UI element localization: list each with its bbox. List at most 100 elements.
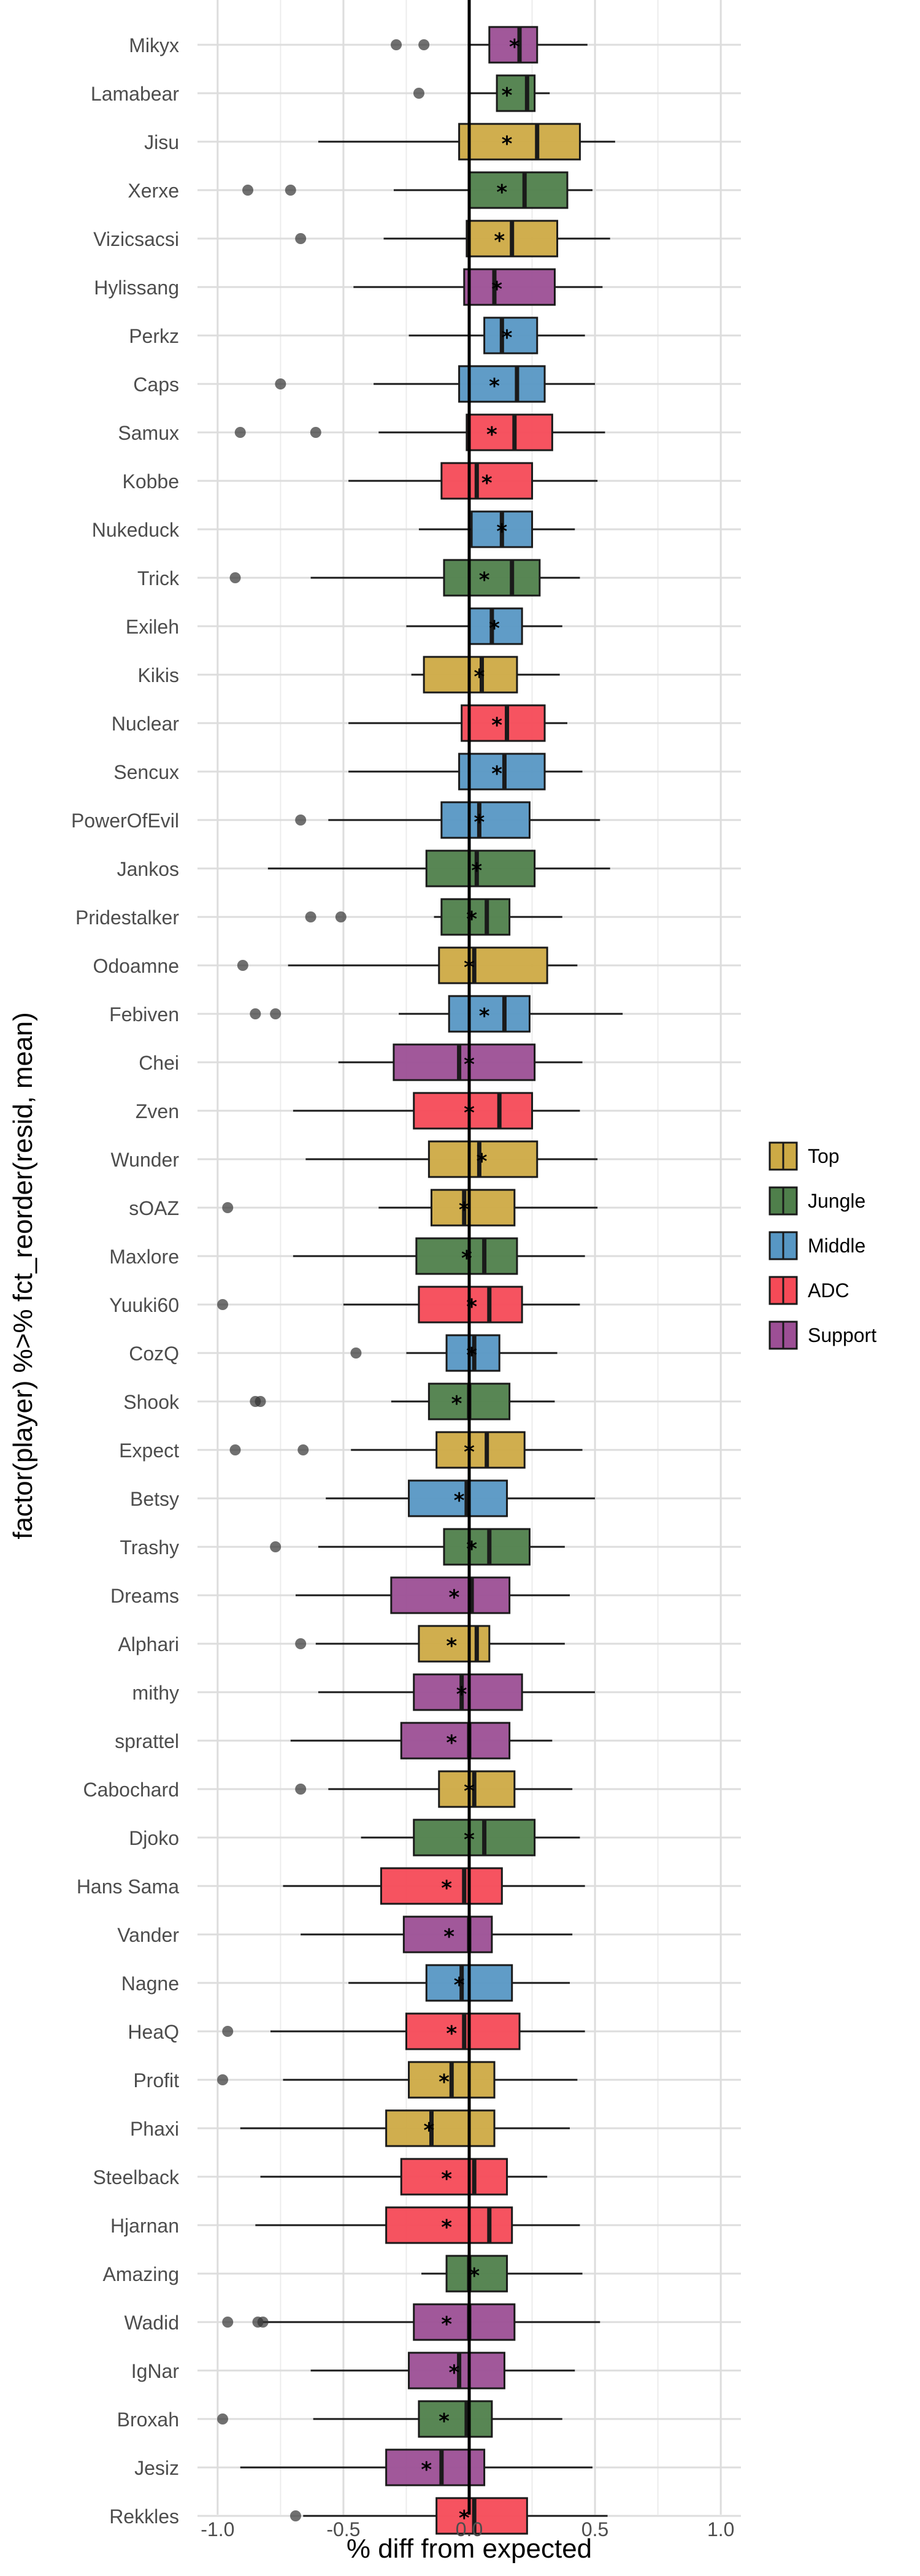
outlier-point [217,2413,229,2425]
outlier-point [217,1299,229,1310]
y-tick-label: Kikis [137,664,179,686]
y-tick-label: Odoamne [93,955,179,977]
y-tick-label: Alphari [118,1633,179,1655]
box-vizicsacsi: * [295,220,610,258]
mean-marker: * [441,2215,452,2240]
x-tick-label: 1.0 [707,2518,734,2540]
outlier-point [270,1008,282,1019]
box-odoamne: * [237,946,578,984]
legend-label: Jungle [808,1190,865,1212]
y-tick-label: Hylissang [94,277,179,299]
y-tick-label: Chei [139,1052,179,1074]
y-tick-label: HeaQ [128,2021,179,2043]
mean-marker: * [441,2312,452,2337]
x-tick-label: -0.5 [326,2518,360,2540]
box-alphari: * [295,1625,565,1663]
box-sencux: * [348,753,583,791]
iqr-box [408,1479,508,1517]
iqr-box [443,1528,531,1566]
mean-marker: * [474,810,485,835]
iqr-box [458,365,546,403]
iqr-box [427,1140,539,1178]
iqr-box [413,1092,534,1130]
iqr-box [463,268,556,306]
mean-marker: * [454,1973,465,1998]
mean-marker: * [474,665,485,689]
x-tick-label: 0.5 [581,2518,608,2540]
outlier-point [350,1347,362,1359]
iqr-box [458,753,546,791]
y-tick-label: Rekkles [109,2505,179,2528]
mean-marker: * [459,2506,470,2531]
y-tick-label: Sencux [113,761,179,783]
outlier-point [285,185,296,196]
box-jankos: * [267,849,610,887]
legend-label: Middle [808,1235,865,1257]
iqr-box [443,559,541,597]
iqr-box [402,1915,493,1953]
x-axis-title: % diff from expected [347,2534,592,2564]
box-ignar: * [310,2352,575,2390]
outlier-point [295,1784,307,1795]
y-tick-label: sOAZ [129,1197,179,1219]
box-cozq: * [350,1334,558,1372]
box-hylissang: * [353,268,603,306]
mean-marker: * [439,2070,450,2095]
mean-marker: * [491,713,502,738]
outlier-point [250,1008,261,1019]
iqr-box [413,1819,536,1857]
y-tick-label: Lamabear [91,83,179,105]
iqr-box [488,26,539,64]
iqr-box [458,123,581,161]
box-vander: * [301,1915,573,1953]
y-tick-label: Hans Sama [77,1876,179,1898]
box-djoko: * [361,1819,580,1857]
mean-marker: * [441,2167,452,2191]
y-tick-label: Cabochard [83,1779,179,1801]
outlier-point [222,1202,234,1213]
y-tick-label: Vander [117,1924,179,1946]
outlier-point [257,2317,269,2328]
outlier-point [270,1541,282,1552]
mean-marker: * [479,1004,490,1029]
y-tick-label: Nuclear [112,713,180,735]
y-tick-label: Steelback [93,2166,180,2188]
iqr-box [440,801,531,839]
y-axis-title: factor(player) %>% fct_reorder(resid, me… [8,1012,38,1539]
y-tick-label: mithy [132,1682,179,1704]
mean-marker: * [502,83,513,108]
y-tick-label: Exileh [126,616,179,638]
y-tick-label: Wunder [111,1149,180,1171]
outlier-point [229,1444,241,1455]
box-phaxi: * [240,2109,570,2147]
y-tick-label: Nagne [121,1972,179,1995]
box-cabochard: * [295,1770,573,1808]
box-sprattel: * [290,1722,553,1760]
mean-marker: * [456,1682,467,1707]
box-trashy: * [270,1528,565,1566]
box-febiven: * [250,995,623,1033]
y-tick-label: Jisu [144,131,179,153]
box-soaz: * [222,1189,598,1227]
mean-marker: * [459,1198,470,1222]
outlier-point [237,960,248,971]
box-wunder: * [305,1140,598,1178]
iqr-box [461,704,546,742]
y-tick-label: Betsy [130,1488,179,1510]
mean-marker: * [494,229,505,253]
box-dreams: * [295,1576,570,1614]
outlier-point [297,1444,309,1455]
outlier-point [289,2510,301,2521]
mean-marker: * [471,859,482,883]
box-mikyx: * [391,26,588,64]
legend-item-middle: Middle [769,1231,865,1260]
iqr-box [466,413,553,451]
mean-marker: * [439,2409,450,2434]
y-tick-label: Dreams [110,1585,179,1607]
y-tick-label: Phaxi [130,2118,179,2140]
y-tick-label: Samux [118,422,179,444]
y-tick-label: Vizicsacsi [93,228,179,250]
box-hans-sama: * [283,1867,585,1905]
y-tick-label: Mikyx [129,34,179,56]
